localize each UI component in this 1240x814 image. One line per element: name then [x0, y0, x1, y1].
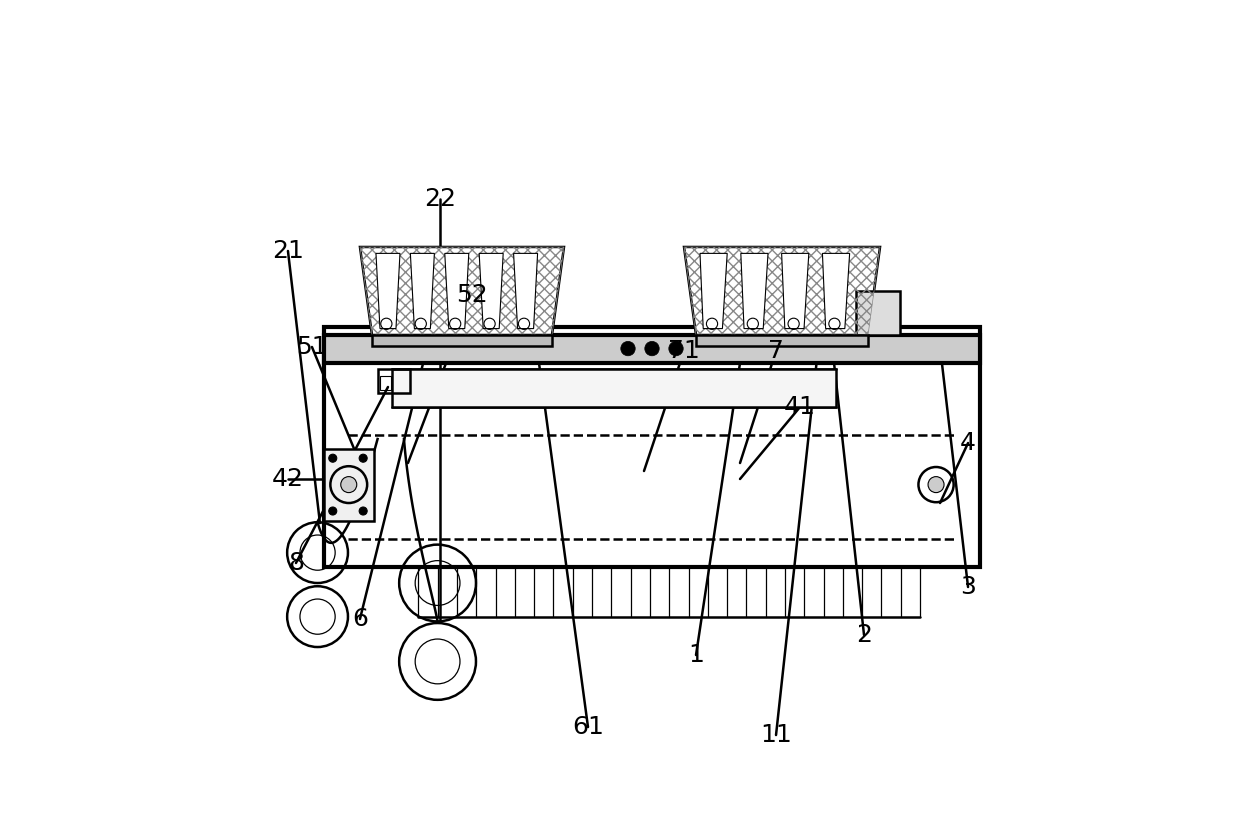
Polygon shape [513, 253, 538, 329]
Circle shape [341, 477, 357, 492]
Text: 1: 1 [688, 643, 704, 667]
Circle shape [329, 507, 337, 515]
Circle shape [645, 341, 660, 356]
Text: 7: 7 [768, 339, 784, 363]
Text: 6: 6 [352, 607, 368, 631]
Polygon shape [740, 253, 768, 329]
Bar [379, 376, 391, 390]
Bar [372, 335, 552, 346]
Text: 8: 8 [288, 551, 304, 575]
Text: 42: 42 [272, 467, 304, 491]
Text: 22: 22 [424, 187, 456, 211]
Bar [324, 335, 980, 363]
Text: 41: 41 [784, 395, 816, 419]
Text: 21: 21 [272, 239, 304, 263]
Polygon shape [822, 253, 849, 329]
Circle shape [360, 507, 367, 515]
Bar [392, 369, 836, 407]
Bar [696, 335, 868, 346]
Circle shape [668, 341, 683, 356]
Text: 71: 71 [668, 339, 699, 363]
Bar [324, 449, 373, 521]
Bar [377, 369, 409, 392]
Circle shape [360, 454, 367, 462]
Circle shape [329, 454, 337, 462]
Polygon shape [781, 253, 808, 329]
Text: 51: 51 [296, 335, 327, 359]
Text: 4: 4 [960, 431, 976, 455]
Polygon shape [376, 253, 401, 329]
Polygon shape [684, 247, 880, 335]
Polygon shape [360, 247, 564, 335]
Circle shape [928, 477, 944, 492]
Bar [856, 291, 900, 335]
Text: 52: 52 [456, 283, 487, 307]
Polygon shape [479, 253, 503, 329]
Circle shape [621, 341, 635, 356]
Text: 3: 3 [960, 575, 976, 599]
Polygon shape [445, 253, 469, 329]
Polygon shape [701, 253, 727, 329]
Bar [324, 327, 980, 567]
Text: 11: 11 [760, 723, 792, 747]
Text: 2: 2 [856, 623, 872, 647]
Polygon shape [410, 253, 434, 329]
Text: 61: 61 [572, 715, 604, 739]
